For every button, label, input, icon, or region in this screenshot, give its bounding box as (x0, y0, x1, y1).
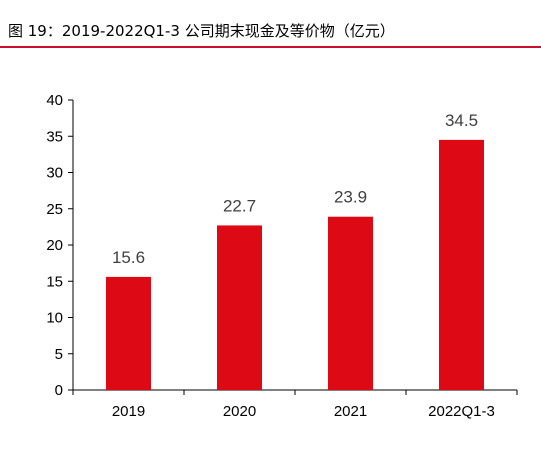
y-tick-label: 10 (46, 310, 63, 327)
y-tick-label: 35 (46, 128, 63, 145)
data-label: 22.7 (223, 196, 256, 215)
x-tick-label: 2020 (223, 403, 256, 420)
y-tick-label: 5 (55, 346, 63, 363)
y-tick-label: 20 (46, 237, 63, 254)
y-tick-label: 40 (46, 92, 63, 109)
x-tick-label: 2019 (112, 403, 145, 420)
bar (328, 216, 373, 390)
data-label: 23.9 (334, 188, 367, 207)
y-tick-label: 25 (46, 201, 63, 218)
data-label: 34.5 (445, 111, 478, 130)
y-tick-label: 15 (46, 273, 63, 290)
x-tick-label: 2021 (334, 403, 367, 420)
x-tick-label: 2022Q1-3 (428, 403, 495, 420)
bar (106, 276, 151, 390)
y-tick-label: 0 (55, 382, 63, 399)
bar (217, 225, 262, 390)
title-divider (0, 46, 541, 48)
bar (439, 139, 484, 390)
y-tick-label: 30 (46, 165, 63, 182)
data-label: 15.6 (112, 248, 145, 267)
figure-title: 图 19：2019-2022Q1-3 公司期末现金及等价物（亿元） (8, 22, 395, 40)
